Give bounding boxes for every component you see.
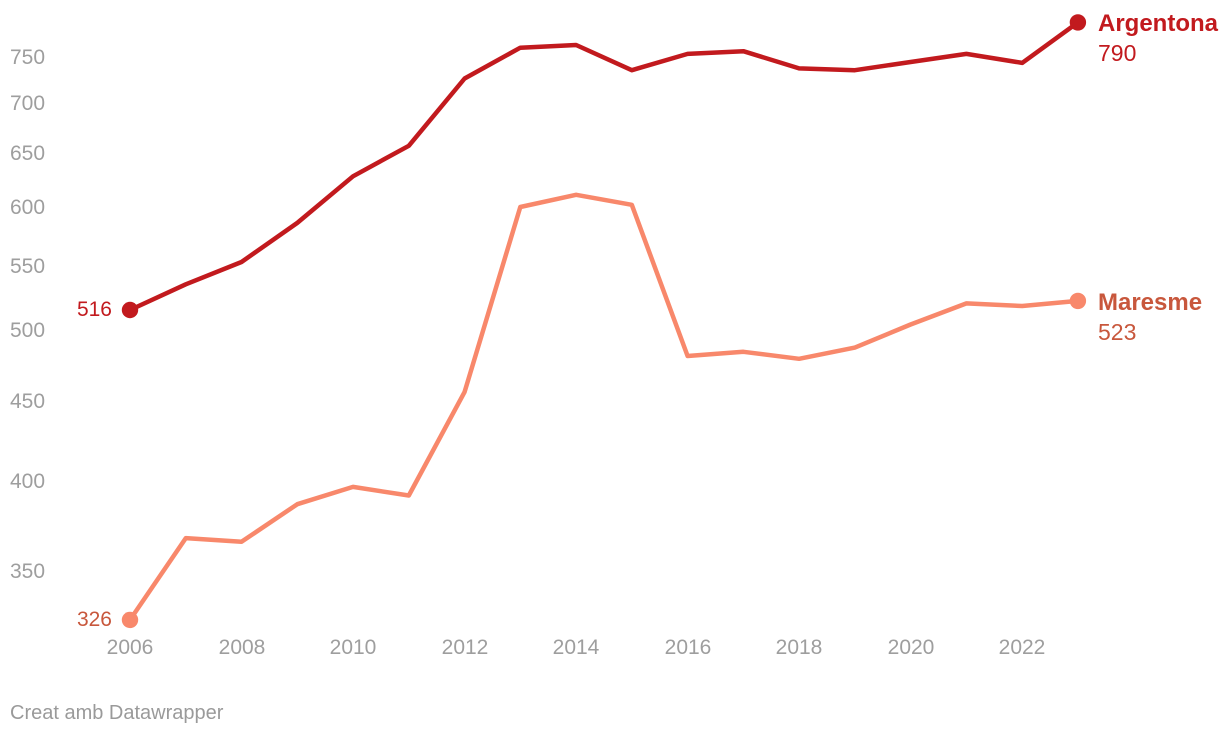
maresme-line bbox=[127, 192, 1081, 623]
datawrapper-credit: Creat amb Datawrapper bbox=[10, 702, 224, 724]
argentona-series-name: Argentona bbox=[1098, 10, 1218, 37]
maresme-end-value-label: 523 bbox=[1098, 319, 1137, 345]
maresme-end-dot bbox=[1069, 292, 1087, 310]
y-axis-tick-label: 350 bbox=[10, 560, 46, 583]
y-axis-tick-label: 450 bbox=[10, 390, 46, 413]
y-axis-tick-label: 550 bbox=[10, 255, 46, 278]
argentona-end-dot bbox=[1069, 14, 1087, 31]
x-axis-tick-label: 2008 bbox=[218, 636, 266, 659]
x-axis-tick-label: 2020 bbox=[887, 636, 935, 659]
y-axis-tick-label: 750 bbox=[10, 46, 46, 69]
argentona-line bbox=[127, 20, 1081, 313]
y-axis-tick-label: 600 bbox=[10, 196, 46, 219]
maresme-start-value-label: 326 bbox=[76, 608, 112, 631]
argentona-start-value-label: 516 bbox=[76, 298, 112, 321]
x-axis-tick-label: 2018 bbox=[775, 636, 823, 659]
maresme-series-name: Maresme bbox=[1098, 289, 1203, 316]
x-axis-tick-label: 2010 bbox=[329, 636, 377, 659]
argentona-end-value-label: 790 bbox=[1098, 40, 1137, 66]
y-axis-tick-label: 650 bbox=[10, 142, 46, 165]
y-axis-tick-label: 700 bbox=[10, 92, 46, 115]
argentona-end-label: Argentona 790 bbox=[1098, 9, 1218, 66]
maresme-end-label: Maresme 523 bbox=[1098, 288, 1202, 345]
y-axis-tick-label: 500 bbox=[10, 319, 46, 342]
maresme-start-dot bbox=[121, 611, 139, 629]
y-axis-tick-label: 400 bbox=[10, 470, 46, 493]
x-axis-tick-label: 2014 bbox=[552, 636, 600, 659]
x-axis-tick-label: 2016 bbox=[664, 636, 712, 659]
x-axis-tick-label: 2022 bbox=[998, 636, 1046, 659]
argentona-start-dot bbox=[121, 301, 139, 319]
x-axis-tick-label: 2012 bbox=[441, 636, 489, 659]
x-axis-tick-label: 2006 bbox=[106, 636, 154, 659]
